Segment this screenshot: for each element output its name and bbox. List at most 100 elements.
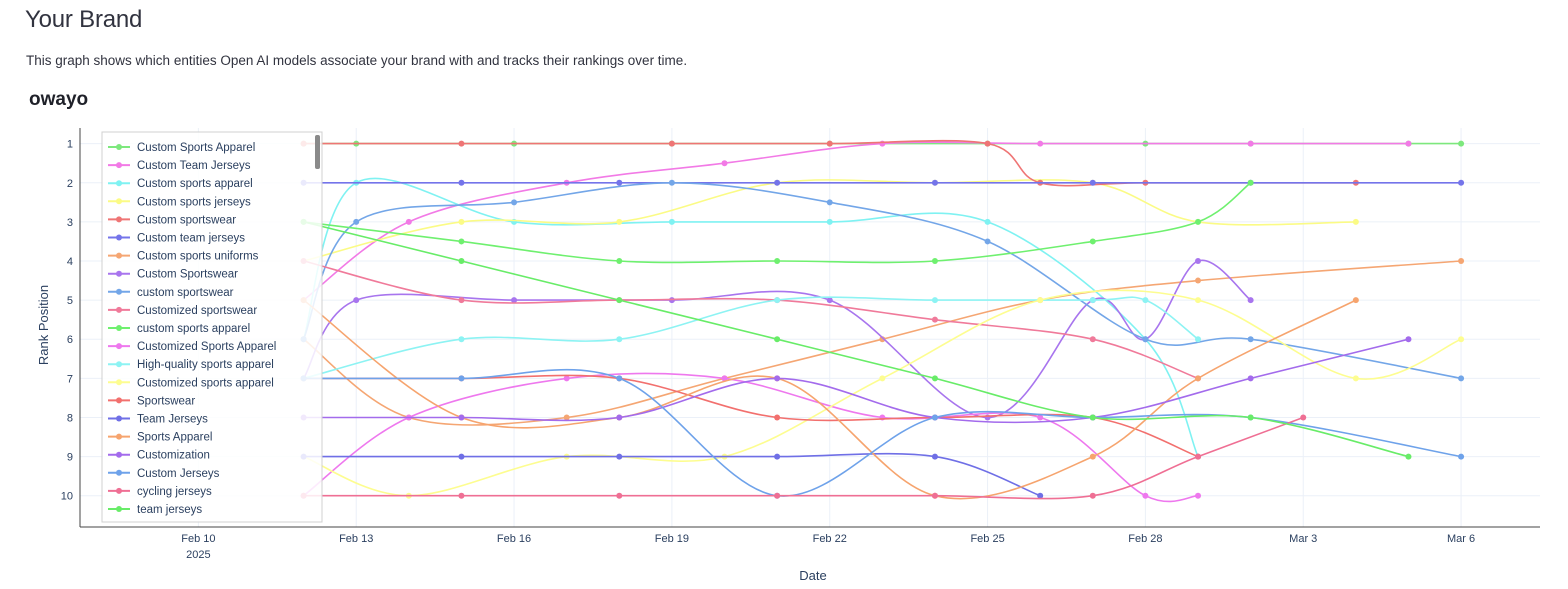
data-point[interactable] <box>458 238 465 245</box>
legend-item[interactable]: custom sportswear <box>108 287 234 299</box>
legend[interactable]: Custom Sports Apparel Custom Team Jerseys… <box>101 131 323 523</box>
data-point[interactable] <box>668 179 675 186</box>
legend-item[interactable]: team jerseys <box>108 504 202 516</box>
data-point[interactable] <box>1247 179 1254 186</box>
data-point[interactable] <box>458 297 465 304</box>
series-line[interactable] <box>302 416 1304 500</box>
data-point[interactable] <box>774 336 781 343</box>
data-point[interactable] <box>616 336 623 343</box>
data-point[interactable] <box>511 297 518 304</box>
data-point[interactable] <box>774 453 781 460</box>
data-point[interactable] <box>616 179 623 186</box>
series-17[interactable] <box>300 336 1412 424</box>
series-layer[interactable] <box>300 139 1465 503</box>
data-point[interactable] <box>1247 297 1254 304</box>
data-point[interactable] <box>721 160 728 167</box>
data-point[interactable] <box>984 218 991 225</box>
series-line[interactable] <box>302 141 1410 301</box>
data-point[interactable] <box>1037 140 1044 147</box>
series-line[interactable] <box>302 368 1462 497</box>
data-point[interactable] <box>984 140 991 147</box>
data-point[interactable] <box>458 375 465 382</box>
data-point[interactable] <box>1089 336 1096 343</box>
series-line[interactable] <box>302 296 1199 380</box>
legend-item[interactable]: Custom Sports Apparel <box>108 142 255 154</box>
data-point[interactable] <box>826 199 833 206</box>
data-point[interactable] <box>1037 414 1044 421</box>
data-point[interactable] <box>1089 492 1096 499</box>
data-point[interactable] <box>879 375 886 382</box>
data-point[interactable] <box>1458 336 1465 343</box>
data-point[interactable] <box>774 492 781 499</box>
data-point[interactable] <box>668 140 675 147</box>
data-point[interactable] <box>1142 492 1149 499</box>
data-point[interactable] <box>1247 414 1254 421</box>
data-point[interactable] <box>774 375 781 382</box>
data-point[interactable] <box>1352 375 1359 382</box>
data-point[interactable] <box>458 414 465 421</box>
data-point[interactable] <box>774 179 781 186</box>
data-point[interactable] <box>1142 336 1149 343</box>
data-point[interactable] <box>1089 238 1096 245</box>
data-point[interactable] <box>1300 414 1307 421</box>
data-point[interactable] <box>1195 453 1202 460</box>
data-point[interactable] <box>1037 297 1044 304</box>
data-point[interactable] <box>616 492 623 499</box>
data-point[interactable] <box>1405 336 1412 343</box>
data-point[interactable] <box>1195 336 1202 343</box>
data-point[interactable] <box>458 258 465 264</box>
data-point[interactable] <box>1458 179 1465 186</box>
series-line[interactable] <box>302 182 1252 264</box>
data-point[interactable] <box>1089 179 1096 186</box>
data-point[interactable] <box>931 453 938 460</box>
data-point[interactable] <box>1089 297 1096 304</box>
legend-item[interactable]: High-quality sports apparel <box>108 359 274 371</box>
data-point[interactable] <box>1405 140 1412 147</box>
data-point[interactable] <box>616 414 623 421</box>
data-point[interactable] <box>1195 297 1202 304</box>
series-line[interactable] <box>302 260 1462 426</box>
legend-item[interactable]: Custom sports apparel <box>108 178 253 190</box>
series-18[interactable] <box>300 368 1465 499</box>
data-point[interactable] <box>931 375 938 382</box>
legend-item[interactable]: Sportswear <box>108 395 195 407</box>
legend-item[interactable]: Custom sports jerseys <box>108 196 251 208</box>
data-point[interactable] <box>616 453 623 460</box>
data-point[interactable] <box>1195 375 1202 382</box>
legend-item[interactable]: Customized sports apparel <box>108 377 274 389</box>
data-point[interactable] <box>405 218 412 225</box>
legend-item[interactable]: Customization <box>108 450 210 462</box>
legend-item[interactable]: custom sports apparel <box>108 323 250 335</box>
data-point[interactable] <box>826 218 833 225</box>
series-line[interactable] <box>302 221 1410 458</box>
data-point[interactable] <box>1352 297 1359 304</box>
data-point[interactable] <box>1458 258 1465 264</box>
legend-item[interactable]: Custom Team Jerseys <box>108 160 251 172</box>
data-point[interactable] <box>931 258 938 264</box>
series-line[interactable] <box>302 299 1357 500</box>
data-point[interactable] <box>931 179 938 186</box>
data-point[interactable] <box>1195 218 1202 225</box>
data-point[interactable] <box>563 414 570 421</box>
series-6[interactable] <box>300 258 1465 426</box>
data-point[interactable] <box>353 218 360 225</box>
data-point[interactable] <box>458 218 465 225</box>
data-point[interactable] <box>931 297 938 304</box>
series-line[interactable] <box>302 289 1462 497</box>
data-point[interactable] <box>511 199 518 206</box>
series-line[interactable] <box>302 181 1462 380</box>
series-8[interactable] <box>300 179 1465 382</box>
data-point[interactable] <box>1458 140 1465 147</box>
legend-item[interactable]: Custom sports uniforms <box>108 251 259 263</box>
data-point[interactable] <box>616 218 623 225</box>
data-point[interactable] <box>458 336 465 343</box>
legend-item[interactable]: Customized sportswear <box>108 305 257 317</box>
data-point[interactable] <box>563 375 570 382</box>
data-point[interactable] <box>1142 297 1149 304</box>
data-point[interactable] <box>826 140 833 147</box>
legend-item[interactable]: Custom Sportswear <box>108 269 238 281</box>
series-line[interactable] <box>302 372 1199 503</box>
legend-item[interactable]: Custom sportswear <box>108 214 236 226</box>
data-point[interactable] <box>879 336 886 343</box>
